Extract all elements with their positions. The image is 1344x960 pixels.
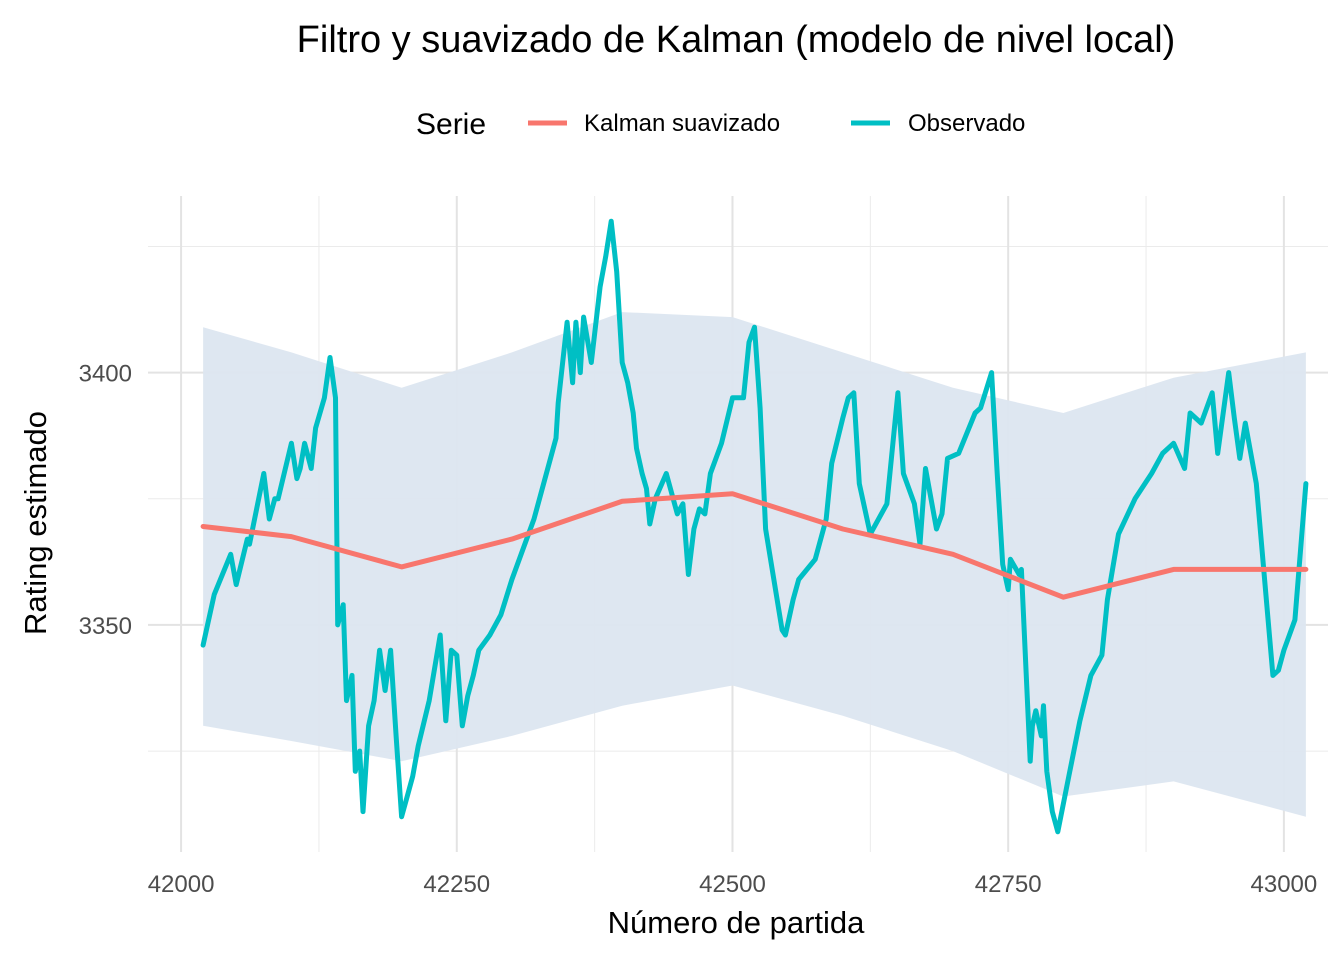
y-axis-title: Rating estimado — [18, 411, 53, 635]
legend-label-observado: Observado — [908, 110, 1025, 137]
series-lines — [200, 218, 1309, 835]
x-axis-title: Número de partida — [608, 905, 866, 940]
x-tick-label: 43000 — [1251, 871, 1318, 898]
legend-label-kalman-suavizado: Kalman suavizado — [584, 110, 780, 137]
legend-title: Serie — [416, 108, 486, 141]
y-tick-label: 3350 — [79, 613, 132, 640]
x-axis-ticks: 42000 42250 42500 42750 43000 — [148, 871, 1318, 898]
confidence-band-area — [203, 312, 1306, 817]
x-tick-label: 42500 — [699, 871, 766, 898]
series-line-kalman-suavizado — [200, 491, 1309, 600]
y-tick-label: 3400 — [79, 361, 132, 388]
y-axis-ticks: 3350 3400 — [79, 361, 132, 640]
series-line-observado — [200, 218, 1309, 835]
x-tick-label: 42750 — [975, 871, 1042, 898]
x-tick-label: 42000 — [148, 871, 215, 898]
legend: Serie Kalman suavizado Observado — [416, 108, 1025, 141]
chart-title: Filtro y suavizado de Kalman (modelo de … — [297, 19, 1176, 61]
confidence-band — [203, 312, 1306, 817]
x-tick-label: 42250 — [423, 871, 490, 898]
